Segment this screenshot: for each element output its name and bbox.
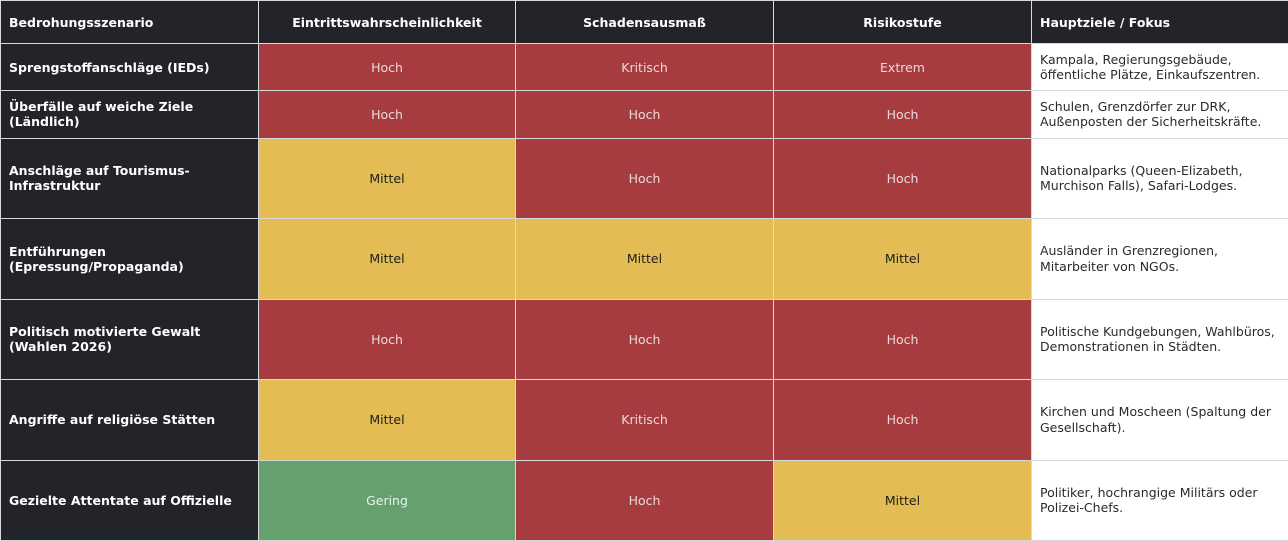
impact-cell: Kritisch [515, 42, 774, 92]
risk-level-cell: Hoch [773, 298, 1032, 381]
impact-cell: Kritisch [515, 379, 774, 461]
impact-cell: Hoch [515, 137, 774, 220]
likelihood-cell: Mittel [258, 137, 516, 220]
table-row: Gezielte Attentate auf Offizielle Gering… [0, 459, 1288, 541]
header-likelihood: Eintrittswahrscheinlichkeit [258, 0, 516, 44]
risk-level-cell: Mittel [773, 459, 1032, 541]
risk-level-cell: Hoch [773, 90, 1032, 139]
impact-cell: Hoch [515, 298, 774, 381]
focus-cell: Politische Kundgebungen, Wahlbüros, Demo… [1031, 298, 1288, 381]
focus-cell: Kampala, Regierungsgebäude, öffentliche … [1031, 42, 1288, 92]
header-risk-level: Risikostufe [773, 0, 1032, 44]
likelihood-cell: Hoch [258, 90, 516, 139]
focus-cell: Ausländer in Grenzregionen, Mitarbeiter … [1031, 218, 1288, 300]
likelihood-cell: Gering [258, 459, 516, 541]
focus-cell: Schulen, Grenzdörfer zur DRK, Außenposte… [1031, 90, 1288, 139]
header-scenario: Bedrohungsszenario [0, 0, 259, 44]
risk-level-cell: Extrem [773, 42, 1032, 92]
likelihood-cell: Hoch [258, 42, 516, 92]
table-row: Politisch motivierte Gewalt (Wahlen 2026… [0, 298, 1288, 381]
table-row: Angriffe auf religiöse Stätten Mittel Kr… [0, 379, 1288, 461]
focus-cell: Kirchen und Moscheen (Spaltung der Gesel… [1031, 379, 1288, 461]
table-header-row: Bedrohungsszenario Eintrittswahrscheinli… [0, 0, 1288, 44]
likelihood-cell: Mittel [258, 379, 516, 461]
impact-cell: Mittel [515, 218, 774, 300]
header-impact: Schadensausmaß [515, 0, 774, 44]
focus-cell: Nationalparks (Queen-Elizabeth, Murchiso… [1031, 137, 1288, 220]
focus-cell: Politiker, hochrangige Militärs oder Pol… [1031, 459, 1288, 541]
impact-cell: Hoch [515, 459, 774, 541]
table-row: Sprengstoffanschläge (IEDs) Hoch Kritisc… [0, 42, 1288, 92]
risk-level-cell: Hoch [773, 379, 1032, 461]
scenario-cell: Entführungen (Epressung/Propaganda) [0, 218, 259, 300]
likelihood-cell: Mittel [258, 218, 516, 300]
table-row: Überfälle auf weiche Ziele (Ländlich) Ho… [0, 90, 1288, 139]
risk-level-cell: Hoch [773, 137, 1032, 220]
risk-level-cell: Mittel [773, 218, 1032, 300]
table-row: Anschläge auf Tourismus-Infrastruktur Mi… [0, 137, 1288, 220]
scenario-cell: Anschläge auf Tourismus-Infrastruktur [0, 137, 259, 220]
scenario-cell: Sprengstoffanschläge (IEDs) [0, 42, 259, 92]
scenario-cell: Gezielte Attentate auf Offizielle [0, 459, 259, 541]
table-row: Entführungen (Epressung/Propaganda) Mitt… [0, 218, 1288, 300]
scenario-cell: Überfälle auf weiche Ziele (Ländlich) [0, 90, 259, 139]
scenario-cell: Politisch motivierte Gewalt (Wahlen 2026… [0, 298, 259, 381]
impact-cell: Hoch [515, 90, 774, 139]
scenario-cell: Angriffe auf religiöse Stätten [0, 379, 259, 461]
header-focus: Hauptziele / Fokus [1031, 0, 1288, 44]
likelihood-cell: Hoch [258, 298, 516, 381]
